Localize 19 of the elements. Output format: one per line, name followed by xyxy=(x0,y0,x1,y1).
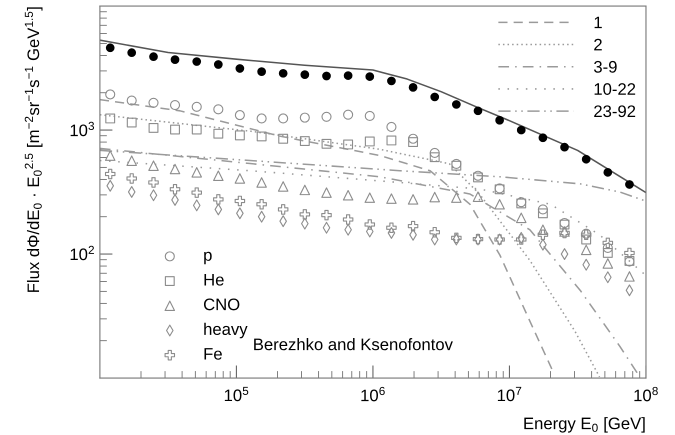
legend-label: He xyxy=(204,274,224,286)
annotation: Berezhko and Ksenofontov xyxy=(254,338,453,350)
legend-label: heavy xyxy=(204,322,248,338)
x-tick-label: 10$^{7}$ xyxy=(498,386,522,402)
x-axis-title: Energy E$_{0}$ [GeV] xyxy=(524,417,645,433)
y-tick-label: 10$^{2}$ xyxy=(70,246,94,260)
legend-label: p xyxy=(204,252,212,264)
legend-label: Fe xyxy=(204,348,222,360)
x-tick-label: 10$^{8}$ xyxy=(634,386,658,402)
legend-label: 23-92 xyxy=(594,105,636,118)
text: Flux dΦ/dE$_{0}$ · E$_{0}$$^{2.5}$ [m$^{−2}$sr$^{−1}$s$^{−1}$ GeV$^{1.5}$] xyxy=(24,7,42,292)
y-tick-label: 10$^{3}$ xyxy=(70,122,94,136)
legend-label: 10-22 xyxy=(594,83,636,95)
legend-label: 2 xyxy=(594,38,602,50)
legend-label: CNO xyxy=(204,298,240,310)
legend-label: 3-9 xyxy=(594,60,617,73)
legend-label: 1 xyxy=(594,16,602,28)
x-tick-label: 10$^{6}$ xyxy=(361,386,385,402)
x-tick-label: 10$^{5}$ xyxy=(224,386,248,402)
